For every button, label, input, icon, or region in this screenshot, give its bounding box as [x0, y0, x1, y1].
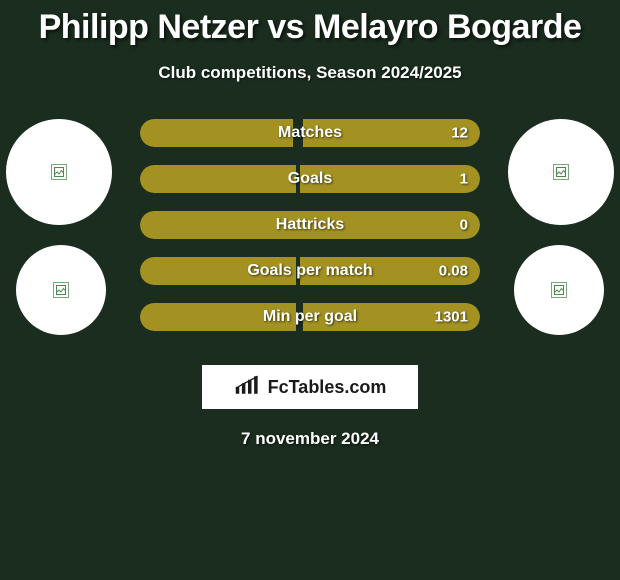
broken-image-icon	[553, 164, 569, 180]
stat-value: 1301	[435, 309, 468, 326]
broken-image-icon	[53, 282, 69, 298]
avatar-player-right	[508, 119, 614, 225]
stat-label: Goals	[288, 170, 332, 188]
chart-icon	[234, 374, 262, 401]
stat-row: Goals per match 0.08	[140, 257, 480, 285]
comparison-area: Matches 12 Goals 1 Hattricks 0 Goals per match…	[0, 119, 620, 349]
broken-image-icon	[551, 282, 567, 298]
stat-label: Hattricks	[276, 216, 344, 234]
stat-label: Min per goal	[263, 308, 357, 326]
page-subtitle: Club competitions, Season 2024/2025	[0, 63, 620, 83]
stat-row: Hattricks 0	[140, 211, 480, 239]
avatar-club-left	[16, 245, 106, 335]
stat-label: Goals per match	[247, 262, 372, 280]
brand-badge[interactable]: FcTables.com	[202, 365, 418, 409]
date-label: 7 november 2024	[0, 429, 620, 449]
stat-value: 0.08	[439, 263, 468, 280]
stat-row: Matches 12	[140, 119, 480, 147]
stat-row: Min per goal 1301	[140, 303, 480, 331]
avatar-player-left	[6, 119, 112, 225]
stat-value: 0	[460, 217, 468, 234]
stat-value: 12	[451, 125, 468, 142]
page-title: Philipp Netzer vs Melayro Bogarde	[0, 0, 620, 47]
stat-value: 1	[460, 171, 468, 188]
broken-image-icon	[51, 164, 67, 180]
brand-label: FcTables.com	[268, 377, 387, 398]
stat-bar-left	[140, 165, 296, 193]
avatar-club-right	[514, 245, 604, 335]
stat-label: Matches	[278, 124, 342, 142]
stat-bar-left	[140, 119, 293, 147]
stat-bars: Matches 12 Goals 1 Hattricks 0 Goals per match…	[140, 119, 480, 349]
stat-row: Goals 1	[140, 165, 480, 193]
